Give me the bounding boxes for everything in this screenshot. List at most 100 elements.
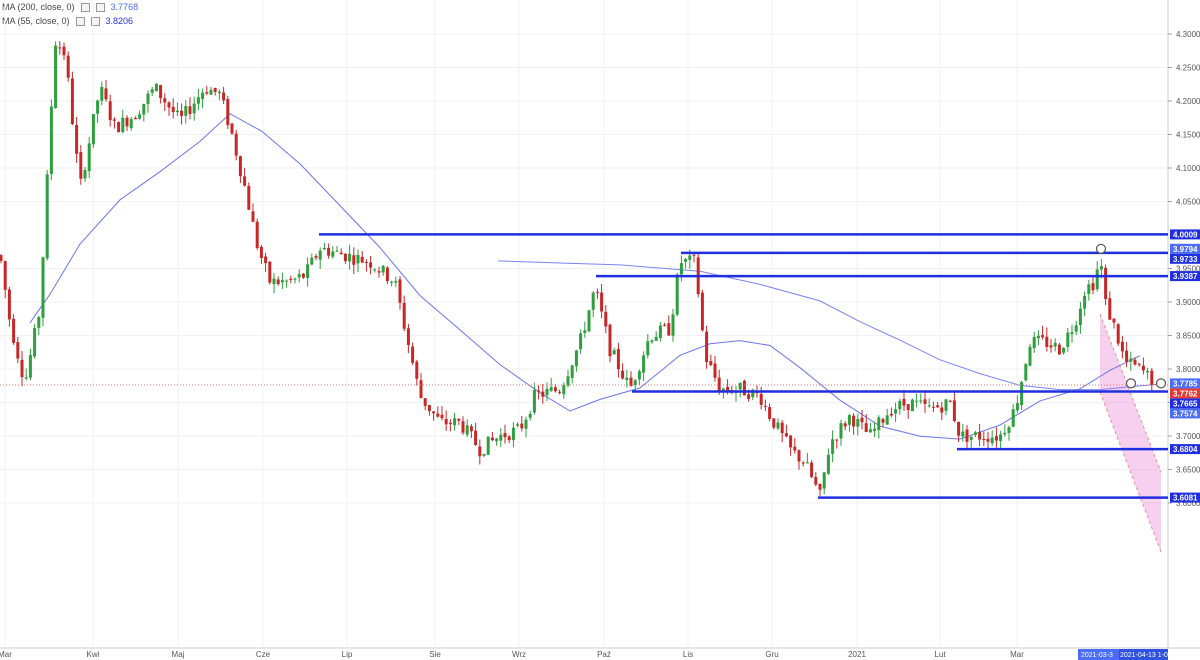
candle xyxy=(516,424,520,426)
candle xyxy=(469,426,473,432)
ma55-indicator[interactable]: MA (55, close, 0) 3.8206 xyxy=(2,14,133,28)
candle xyxy=(915,400,919,402)
close-icon[interactable] xyxy=(90,16,100,26)
candle xyxy=(810,462,814,477)
candle xyxy=(860,417,864,423)
candle xyxy=(528,413,532,418)
candle xyxy=(1129,358,1133,362)
candle xyxy=(79,152,83,179)
candle xyxy=(835,439,839,441)
price-tag-label: 3.7665 xyxy=(1173,399,1198,408)
close-icon[interactable] xyxy=(95,2,105,12)
price-tag-label: 3.9387 xyxy=(1173,272,1198,281)
price-tag-label: 4.0009 xyxy=(1173,230,1198,239)
candle xyxy=(684,259,688,262)
candle xyxy=(28,355,32,378)
candle xyxy=(457,418,461,421)
candle xyxy=(381,265,385,273)
candle xyxy=(726,386,730,391)
candle xyxy=(868,429,872,433)
candle xyxy=(41,257,45,318)
candle xyxy=(70,78,74,124)
candle xyxy=(415,361,419,379)
candle xyxy=(952,400,956,421)
candle xyxy=(537,390,541,392)
candle xyxy=(709,361,713,366)
x-tick-label: Wrz xyxy=(512,650,526,659)
x-tick-label: Mar xyxy=(0,650,12,659)
candle xyxy=(1087,284,1091,294)
candle xyxy=(999,434,1003,441)
x-highlight-end-box xyxy=(1119,649,1168,660)
candle xyxy=(1045,336,1049,347)
candle xyxy=(1070,332,1074,335)
candle xyxy=(747,394,751,399)
candle xyxy=(327,248,331,256)
ma55-label: MA (55, close, 0) xyxy=(2,16,70,26)
candle xyxy=(982,439,986,440)
candle xyxy=(138,114,142,119)
candle xyxy=(612,350,616,355)
candle xyxy=(465,425,469,435)
candle xyxy=(906,404,910,410)
candle xyxy=(75,125,79,154)
candle xyxy=(318,250,322,260)
candle xyxy=(196,97,200,104)
candle xyxy=(600,292,604,312)
candle xyxy=(163,98,167,103)
candle xyxy=(331,251,335,257)
candle xyxy=(301,273,305,278)
visibility-toggle-icon[interactable] xyxy=(75,16,85,26)
candle xyxy=(566,376,570,386)
candle xyxy=(100,86,104,101)
y-tick-label: 3.8000 xyxy=(1176,365,1200,374)
candle xyxy=(700,292,704,331)
candle xyxy=(843,423,847,427)
candle xyxy=(927,405,931,407)
candle xyxy=(520,423,524,429)
candle xyxy=(264,256,268,264)
ma200-value: 3.7768 xyxy=(110,2,139,12)
candle xyxy=(768,407,772,419)
candle xyxy=(12,318,16,343)
candle xyxy=(205,92,209,94)
y-tick-label: 3.7000 xyxy=(1176,432,1200,441)
candle xyxy=(772,418,776,428)
candle xyxy=(621,370,625,379)
candle xyxy=(1015,403,1019,411)
candle xyxy=(625,377,629,380)
candle xyxy=(390,281,394,283)
channel-line-lower xyxy=(1099,391,1162,553)
ma200-indicator[interactable]: MA (200, close, 0) 3.7768 xyxy=(2,0,138,14)
candle xyxy=(944,399,948,411)
candle xyxy=(448,422,452,424)
candle xyxy=(831,439,835,454)
channel-line-upper xyxy=(1099,313,1162,473)
candle xyxy=(705,331,709,363)
candle xyxy=(667,323,671,336)
candle xyxy=(180,110,184,116)
candle xyxy=(1146,370,1150,373)
candle xyxy=(62,46,66,56)
candle xyxy=(675,274,679,315)
candle xyxy=(125,117,129,127)
candle xyxy=(1032,337,1036,349)
candle xyxy=(7,289,11,320)
candle xyxy=(692,254,696,256)
visibility-toggle-icon[interactable] xyxy=(80,2,90,12)
candle xyxy=(272,278,276,285)
candle xyxy=(268,261,272,283)
price-tag-label: 3.6804 xyxy=(1173,445,1198,454)
candle xyxy=(411,346,415,363)
candle xyxy=(965,429,969,442)
candle xyxy=(154,83,158,91)
candle xyxy=(192,103,196,114)
x-tick-label: Lut xyxy=(934,650,946,659)
price-tag xyxy=(1170,378,1200,389)
candle xyxy=(238,156,242,177)
candle xyxy=(898,400,902,410)
candle xyxy=(385,267,389,282)
candle xyxy=(209,89,213,95)
candle xyxy=(629,377,633,386)
